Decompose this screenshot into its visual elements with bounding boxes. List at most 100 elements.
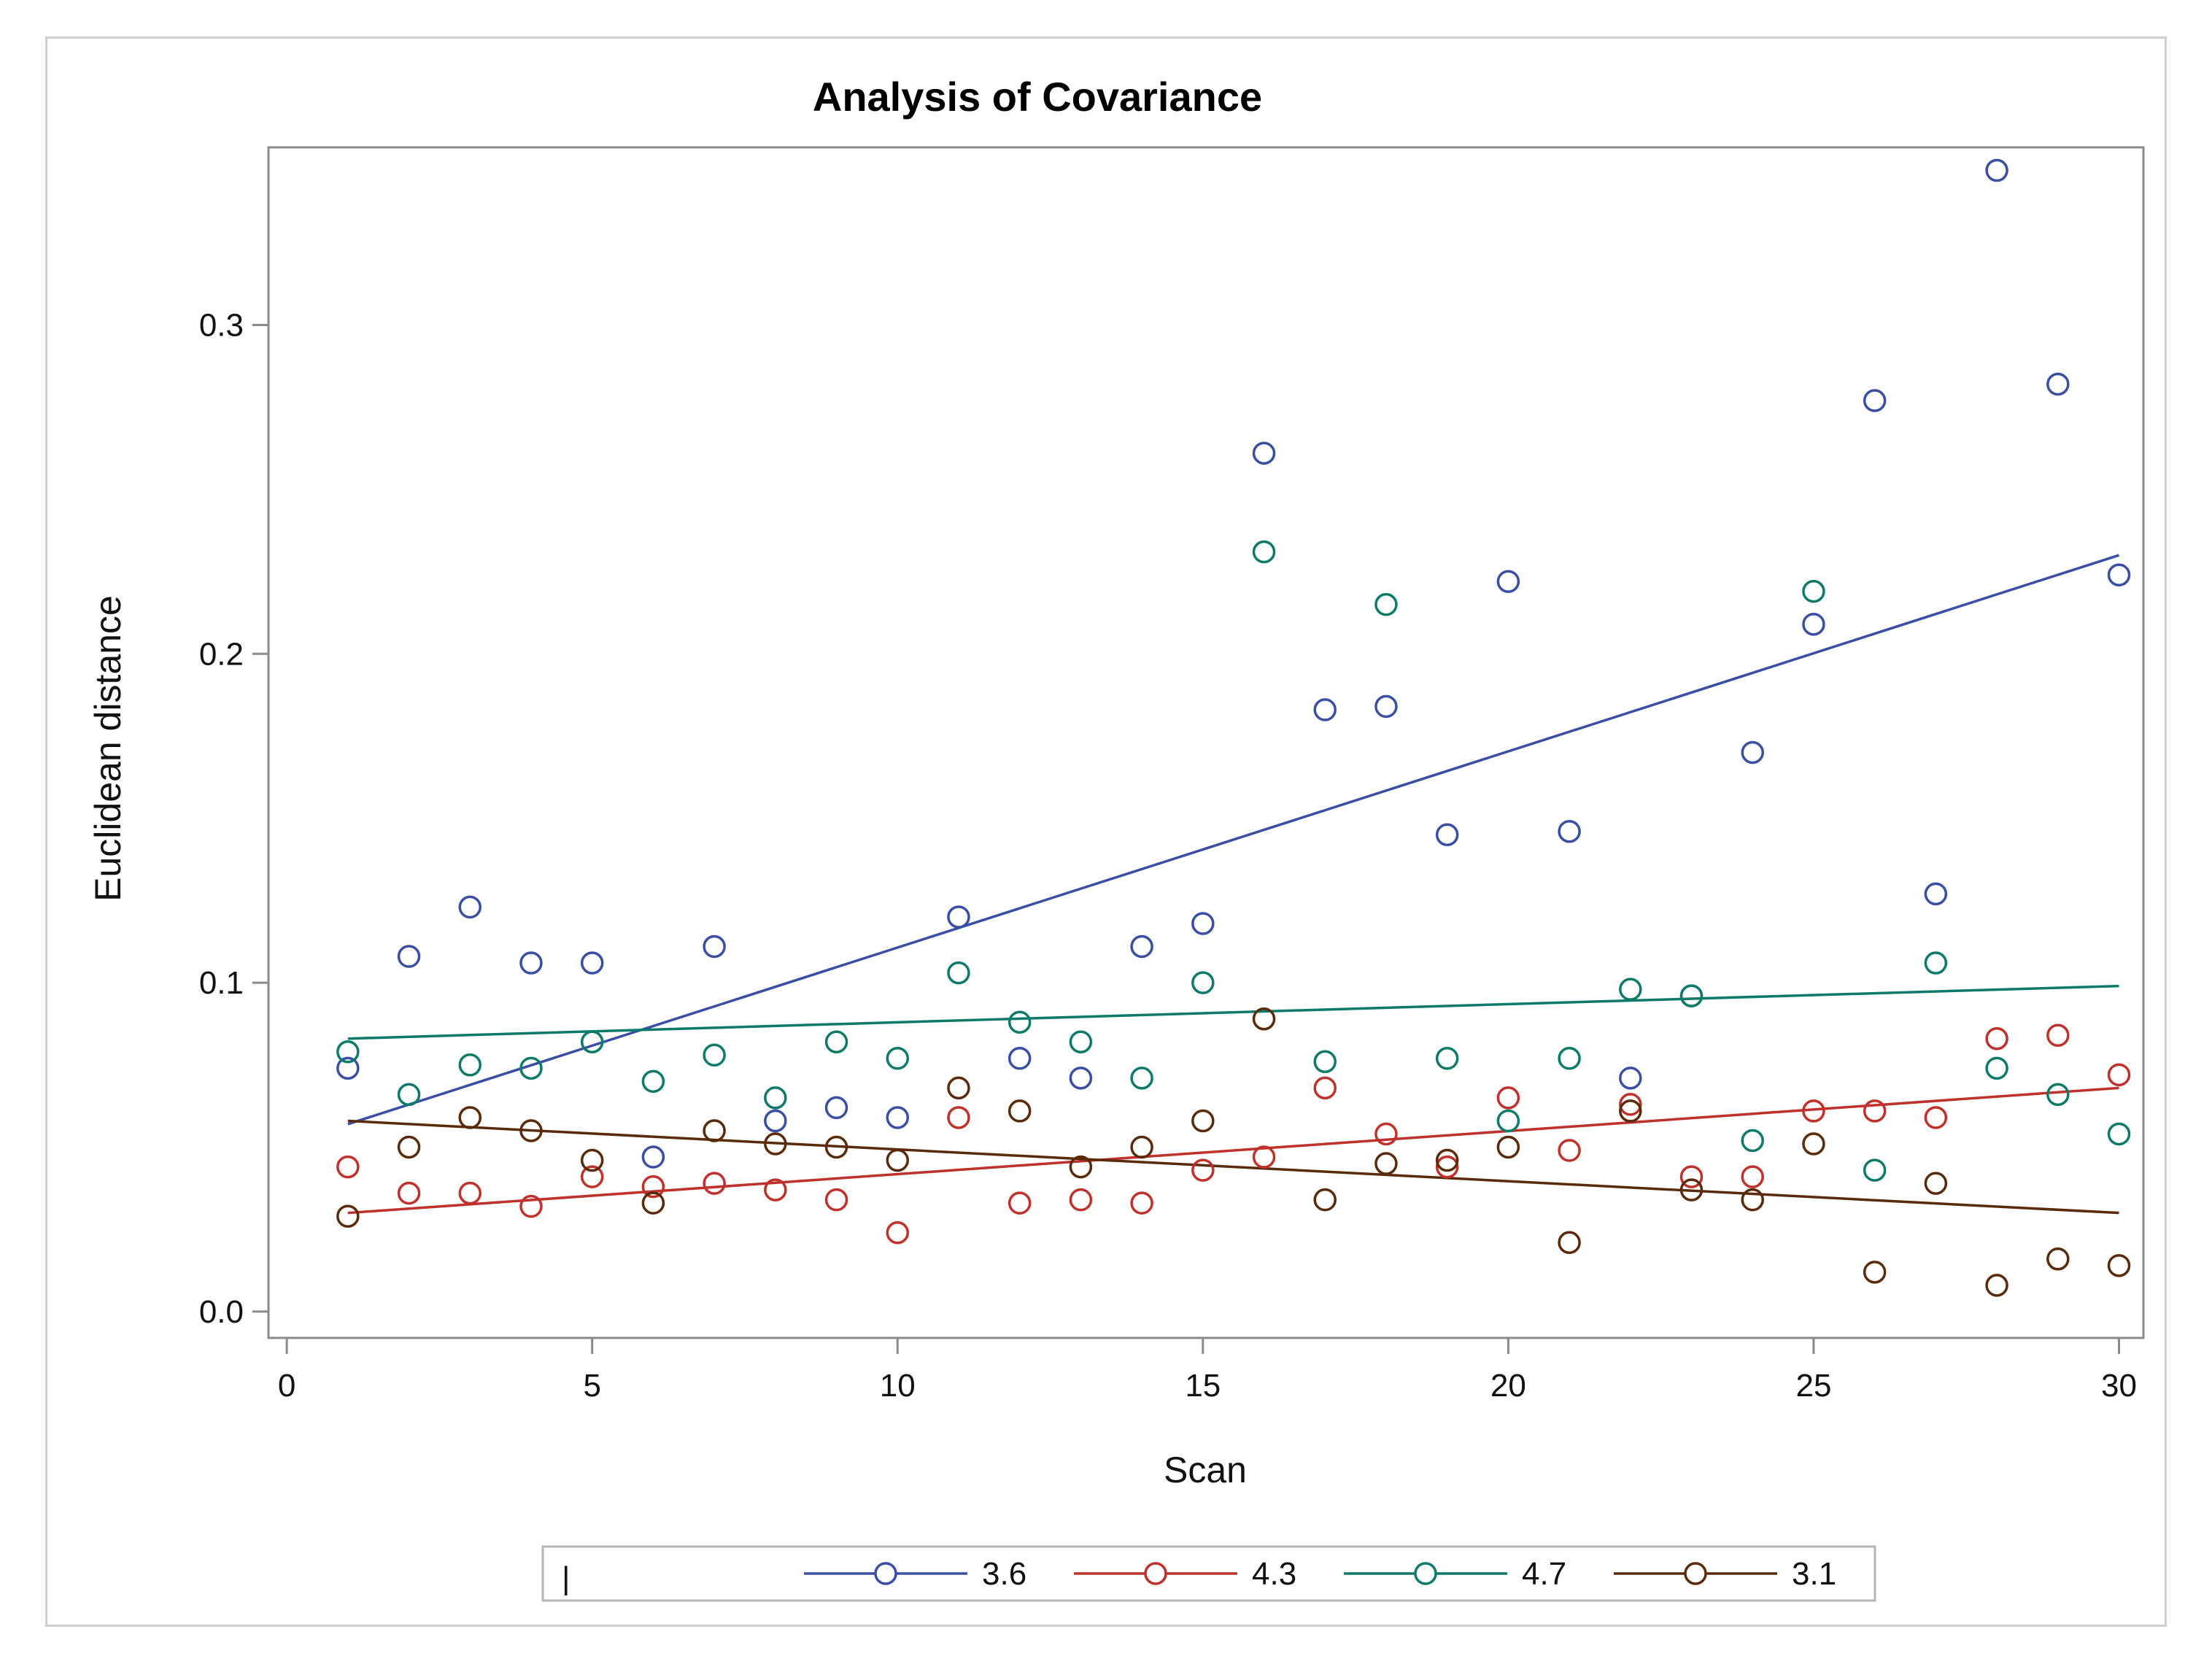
data-point-3.1 xyxy=(1130,1135,1153,1159)
data-point-4.3 xyxy=(824,1188,848,1212)
data-point-3.6 xyxy=(1558,819,1581,843)
data-point-3.6 xyxy=(2107,563,2131,587)
legend-label-4.3: 4.3 xyxy=(1252,1556,1296,1592)
legend-marker-4.7 xyxy=(1414,1562,1437,1585)
data-point-4.3 xyxy=(703,1172,726,1195)
data-point-3.1 xyxy=(397,1135,421,1159)
data-point-3.6 xyxy=(1863,389,1887,412)
fit-line-3.6 xyxy=(347,554,2120,1126)
data-point-4.3 xyxy=(1069,1188,1093,1212)
data-point-4.7 xyxy=(1558,1047,1581,1070)
data-point-3.1 xyxy=(947,1076,970,1100)
fit-line-3.1 xyxy=(347,1119,2119,1215)
data-point-4.7 xyxy=(2046,1083,2070,1107)
data-point-3.1 xyxy=(1069,1155,1093,1179)
data-point-3.6 xyxy=(1191,912,1215,935)
x-axis-label: Scan xyxy=(1164,1450,1247,1490)
data-point-3.6 xyxy=(1496,570,1520,593)
data-point-4.3 xyxy=(1924,1106,1948,1129)
data-point-3.6 xyxy=(458,895,482,919)
data-point-3.6 xyxy=(1313,698,1337,721)
data-point-3.1 xyxy=(1802,1132,1825,1156)
data-point-4.7 xyxy=(1802,579,1825,603)
data-point-3.1 xyxy=(1191,1109,1215,1133)
data-point-4.3 xyxy=(397,1181,421,1205)
data-point-3.1 xyxy=(2046,1247,2070,1271)
legend-marker-3.1 xyxy=(1684,1562,1707,1585)
data-point-4.3 xyxy=(641,1175,665,1199)
data-point-4.3 xyxy=(1435,1155,1459,1179)
fit-lines xyxy=(347,554,2120,1215)
data-point-4.3 xyxy=(1252,1145,1276,1169)
legend-marker-4.3 xyxy=(1144,1562,1167,1585)
x-tick-label: 5 xyxy=(583,1368,600,1404)
data-point-4.3 xyxy=(1191,1158,1215,1182)
data-point-4.7 xyxy=(1252,540,1276,564)
data-point-4.7 xyxy=(1313,1050,1337,1074)
data-point-3.1 xyxy=(1619,1099,1642,1123)
data-point-4.3 xyxy=(1741,1165,1764,1188)
x-tick-label: 10 xyxy=(880,1368,916,1404)
data-point-3.1 xyxy=(1679,1178,1704,1201)
data-point-4.3 xyxy=(580,1165,604,1188)
data-point-3.6 xyxy=(1985,158,2008,182)
data-point-3.1 xyxy=(1313,1188,1337,1212)
data-point-3.6 xyxy=(1069,1067,1093,1090)
data-point-4.7 xyxy=(1008,1010,1032,1034)
data-point-3.1 xyxy=(1374,1152,1398,1175)
data-point-3.1 xyxy=(1741,1188,1764,1212)
data-point-3.1 xyxy=(1863,1261,1887,1284)
data-point-4.3 xyxy=(1130,1191,1153,1215)
data-point-3.6 xyxy=(703,934,726,959)
data-point-4.3 xyxy=(1008,1191,1032,1215)
data-point-3.1 xyxy=(580,1148,604,1172)
data-point-4.7 xyxy=(397,1083,421,1107)
data-point-4.7 xyxy=(1741,1129,1764,1153)
data-point-3.1 xyxy=(886,1148,909,1172)
data-point-4.7 xyxy=(824,1030,848,1054)
data-point-4.3 xyxy=(764,1178,787,1201)
data-point-4.3 xyxy=(1802,1099,1825,1123)
data-point-3.1 xyxy=(1252,1007,1276,1031)
data-point-4.3 xyxy=(336,1155,360,1179)
data-point-4.7 xyxy=(1374,592,1398,616)
data-point-4.3 xyxy=(886,1220,909,1245)
x-axis: 0 5 10 15 20 25 30 xyxy=(278,1336,2137,1404)
data-point-4.3 xyxy=(1558,1139,1581,1162)
chart-title: Analysis of Covariance xyxy=(813,74,1262,120)
data-point-3.1 xyxy=(2107,1254,2131,1277)
data-point-3.6 xyxy=(2046,372,2070,396)
data-point-4.3 xyxy=(519,1194,543,1218)
data-point-3.1 xyxy=(1435,1148,1459,1172)
legend: | 3.6 4.3 4.7 3.1 xyxy=(541,1545,1876,1602)
data-point-4.7 xyxy=(1863,1158,1887,1182)
data-point-3.6 xyxy=(947,905,970,929)
data-point-3.1 xyxy=(458,1106,482,1129)
markers xyxy=(336,158,2131,1297)
data-point-3.1 xyxy=(703,1119,726,1142)
data-point-4.3 xyxy=(1985,1026,2008,1050)
data-point-4.7 xyxy=(458,1053,482,1077)
data-point-3.1 xyxy=(519,1119,543,1142)
data-point-4.3 xyxy=(1313,1076,1337,1100)
data-point-4.7 xyxy=(1130,1067,1153,1090)
data-point-4.7 xyxy=(947,961,970,985)
data-point-3.6 xyxy=(336,1056,360,1080)
x-tick-label: 0 xyxy=(278,1368,295,1404)
x-tick-label: 20 xyxy=(1490,1368,1526,1404)
data-point-3.6 xyxy=(1008,1047,1032,1070)
data-point-4.7 xyxy=(336,1040,360,1064)
fit-line-4.3 xyxy=(347,1086,2119,1215)
data-point-4.7 xyxy=(641,1069,665,1094)
data-point-4.3 xyxy=(947,1106,970,1129)
data-point-4.3 xyxy=(1374,1122,1398,1146)
data-point-4.7 xyxy=(1435,1047,1459,1070)
data-point-4.3 xyxy=(2046,1023,2070,1047)
data-point-3.6 xyxy=(1374,694,1398,719)
data-point-3.1 xyxy=(336,1204,360,1228)
data-point-4.3 xyxy=(2107,1063,2131,1087)
data-point-3.6 xyxy=(580,951,604,975)
data-point-3.6 xyxy=(1741,740,1764,765)
legend-label-4.7: 4.7 xyxy=(1522,1556,1566,1592)
legend-label-3.1: 3.1 xyxy=(1792,1556,1836,1592)
